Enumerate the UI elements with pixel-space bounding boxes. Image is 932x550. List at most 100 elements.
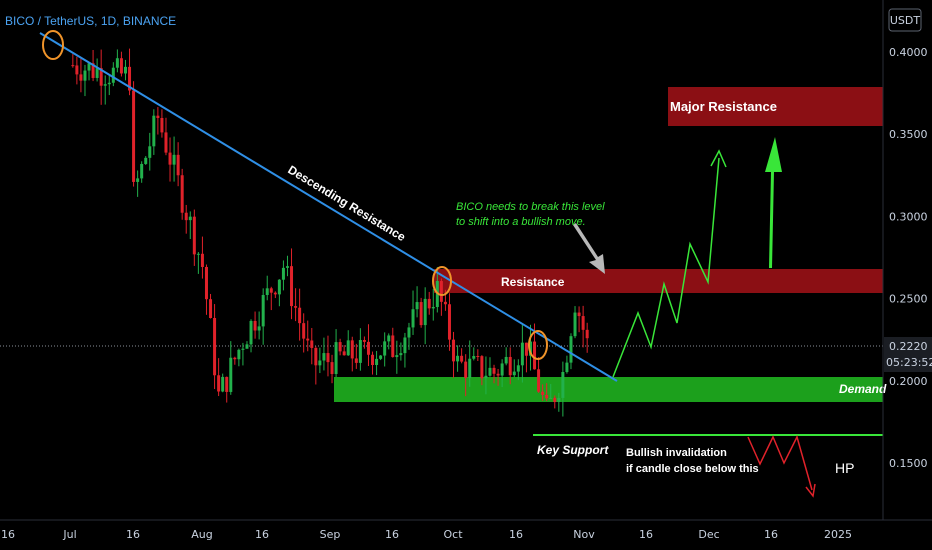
candle-up	[249, 320, 253, 345]
major-upside-arrow	[765, 137, 782, 268]
candle-down	[391, 335, 395, 358]
time-tick-label: Nov	[573, 528, 595, 541]
candle-down	[452, 339, 456, 362]
time-tick-label: 2025	[824, 528, 852, 541]
candle-up	[504, 356, 508, 364]
candle-down	[354, 358, 358, 363]
candle-down	[209, 299, 213, 319]
candle-up	[111, 67, 115, 83]
note-line-1: BICO needs to break this level	[456, 201, 605, 213]
candle-down	[585, 329, 589, 339]
candle-up	[221, 376, 225, 392]
candle-down	[508, 356, 512, 376]
candle-down	[330, 362, 334, 374]
candle-up	[245, 344, 249, 349]
time-tick-label: 16	[126, 528, 140, 541]
note-line-2: to shift into a bullish move.	[456, 216, 586, 228]
candle-up	[123, 66, 127, 74]
candle-up	[407, 327, 411, 338]
major-resistance-label: Major Resistance	[670, 99, 777, 114]
candle-down	[524, 342, 528, 356]
candle-down	[294, 306, 298, 308]
candle-up	[229, 357, 233, 392]
candle-up	[399, 353, 403, 356]
demand-label: Demand	[839, 382, 887, 396]
time-tick-label: 16	[255, 528, 269, 541]
candle-down	[427, 298, 431, 309]
candle-down	[464, 361, 468, 378]
candle-down	[71, 65, 75, 67]
price-tick-label: 0.2000	[889, 375, 928, 388]
candle-down	[541, 391, 545, 395]
candle-up	[237, 349, 241, 360]
candle-down	[273, 292, 277, 295]
candle-up	[415, 302, 419, 310]
resistance-label: Resistance	[501, 275, 565, 289]
candle-countdown: 05:23:52	[886, 356, 932, 369]
candle-down	[204, 266, 208, 300]
note-pointer-arrow	[573, 223, 605, 274]
price-tick-label: 0.3500	[889, 128, 928, 141]
candle-up	[569, 336, 573, 363]
candle-down	[75, 65, 79, 75]
candle-down	[79, 74, 83, 81]
candle-up	[500, 363, 504, 376]
candle-down	[310, 340, 314, 348]
current-price-value: 0.2220	[889, 340, 928, 353]
time-tick-label: Aug	[191, 528, 212, 541]
candle-up	[95, 68, 99, 78]
candle-up	[152, 115, 156, 147]
candle-up	[395, 355, 399, 358]
candle-up	[379, 355, 383, 359]
time-tick-label: 16	[1, 528, 15, 541]
symbol-title[interactable]: BICO / TetherUS, 1D, BINANCE	[5, 14, 176, 28]
candle-down	[306, 338, 310, 341]
price-tick-label: 0.1500	[889, 457, 928, 470]
trendline-touch-circle-2	[432, 266, 452, 296]
candle-down	[269, 288, 273, 293]
candle-up	[557, 397, 561, 402]
candle-down	[581, 316, 585, 330]
time-tick-label: 16	[509, 528, 523, 541]
candle-up	[257, 326, 261, 331]
candle-up	[285, 266, 289, 268]
time-tick-label: 16	[764, 528, 778, 541]
hp-label: HP	[835, 460, 854, 476]
bullish-projection-path	[612, 157, 720, 378]
candle-down	[439, 281, 443, 302]
candle-up	[520, 342, 524, 366]
time-axis-ticks[interactable]: 16 Jul 16 Aug 16 Sep 16 Oct 16 Nov 16 Dec 16 2025	[1, 528, 852, 541]
candle-up	[136, 178, 140, 182]
price-axis-ticks[interactable]: 0.4000 0.3500 0.3000 0.2500 0.2000 0.1500	[889, 46, 928, 470]
candle-up	[241, 348, 245, 350]
candle-up	[549, 397, 553, 399]
candle-down	[176, 154, 180, 176]
candle-down	[132, 90, 136, 182]
candle-up	[484, 375, 488, 379]
candle-up	[148, 146, 152, 158]
candle-down	[213, 318, 217, 376]
candlestick-series	[71, 48, 589, 417]
currency-badge[interactable]	[888, 8, 922, 32]
candle-down	[419, 302, 423, 326]
candle-down	[443, 301, 447, 305]
candle-down	[253, 320, 257, 331]
resistance-zone	[434, 269, 883, 293]
candle-up	[261, 294, 265, 327]
candle-down	[577, 312, 581, 317]
candle-down	[99, 68, 103, 86]
time-tick-label: 16	[639, 528, 653, 541]
key-support-label: Key Support	[537, 443, 609, 457]
candle-down	[217, 375, 221, 392]
time-tick-label: Dec	[698, 528, 719, 541]
candle-down	[476, 356, 480, 358]
candle-up	[358, 340, 362, 363]
candle-down	[290, 266, 294, 307]
candle-up	[115, 58, 119, 68]
candle-up	[411, 309, 415, 328]
candle-up	[172, 154, 176, 165]
candle-up	[188, 216, 192, 221]
candle-down	[184, 212, 188, 221]
candle-up	[512, 371, 516, 376]
